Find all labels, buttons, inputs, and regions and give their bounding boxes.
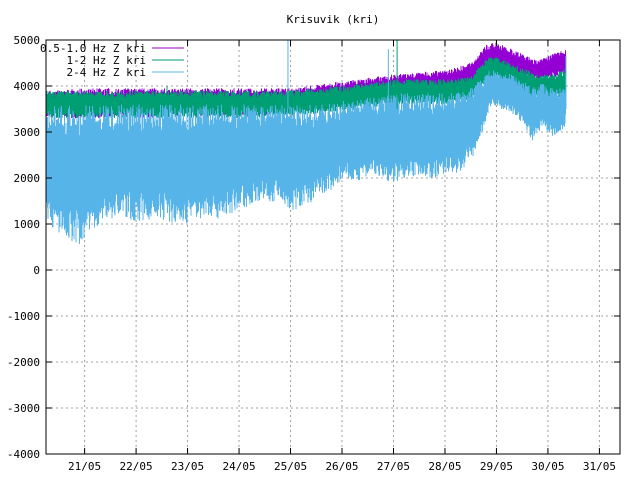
x-tick-label: 28/05 — [428, 460, 461, 473]
x-tick-label: 26/05 — [325, 460, 358, 473]
x-tick-label: 22/05 — [120, 460, 153, 473]
legend-label: 2-4 Hz Z kri — [67, 66, 146, 79]
legend-label: 0.5-1.0 Hz Z kri — [40, 42, 146, 55]
chart-title: Krisuvik (kri) — [287, 13, 380, 26]
y-tick-label: 2000 — [14, 172, 41, 185]
y-tick-label: -2000 — [7, 356, 40, 369]
legend-label: 1-2 Hz Z kri — [67, 54, 146, 67]
y-tick-label: 1000 — [14, 218, 41, 231]
x-tick-label: 27/05 — [377, 460, 410, 473]
y-tick-label: -3000 — [7, 402, 40, 415]
x-tick-label: 30/05 — [531, 460, 564, 473]
x-tick-label: 29/05 — [480, 460, 513, 473]
y-tick-label: -1000 — [7, 310, 40, 323]
plot-frame — [45, 39, 621, 455]
y-tick-label: 4000 — [14, 80, 41, 93]
x-tick-label: 23/05 — [171, 460, 204, 473]
x-tick-label: 31/05 — [583, 460, 616, 473]
y-tick-label: 3000 — [14, 126, 41, 139]
x-tick-label: 24/05 — [222, 460, 255, 473]
x-tick-label: 21/05 — [68, 460, 101, 473]
ticks-layer — [46, 39, 620, 455]
x-tick-label: 25/05 — [274, 460, 307, 473]
y-tick-label: -4000 — [7, 448, 40, 461]
y-tick-label: 0 — [33, 264, 40, 277]
y-tick-label: 5000 — [14, 34, 41, 47]
x-axis-labels: 21/05 22/05 23/05 24/05 25/05 26/05 27/05 28/05… — [68, 460, 616, 473]
y-axis-labels: -4000 -3000 -2000 -1000 0 1000 2000 3000 4000 500… — [7, 34, 40, 461]
